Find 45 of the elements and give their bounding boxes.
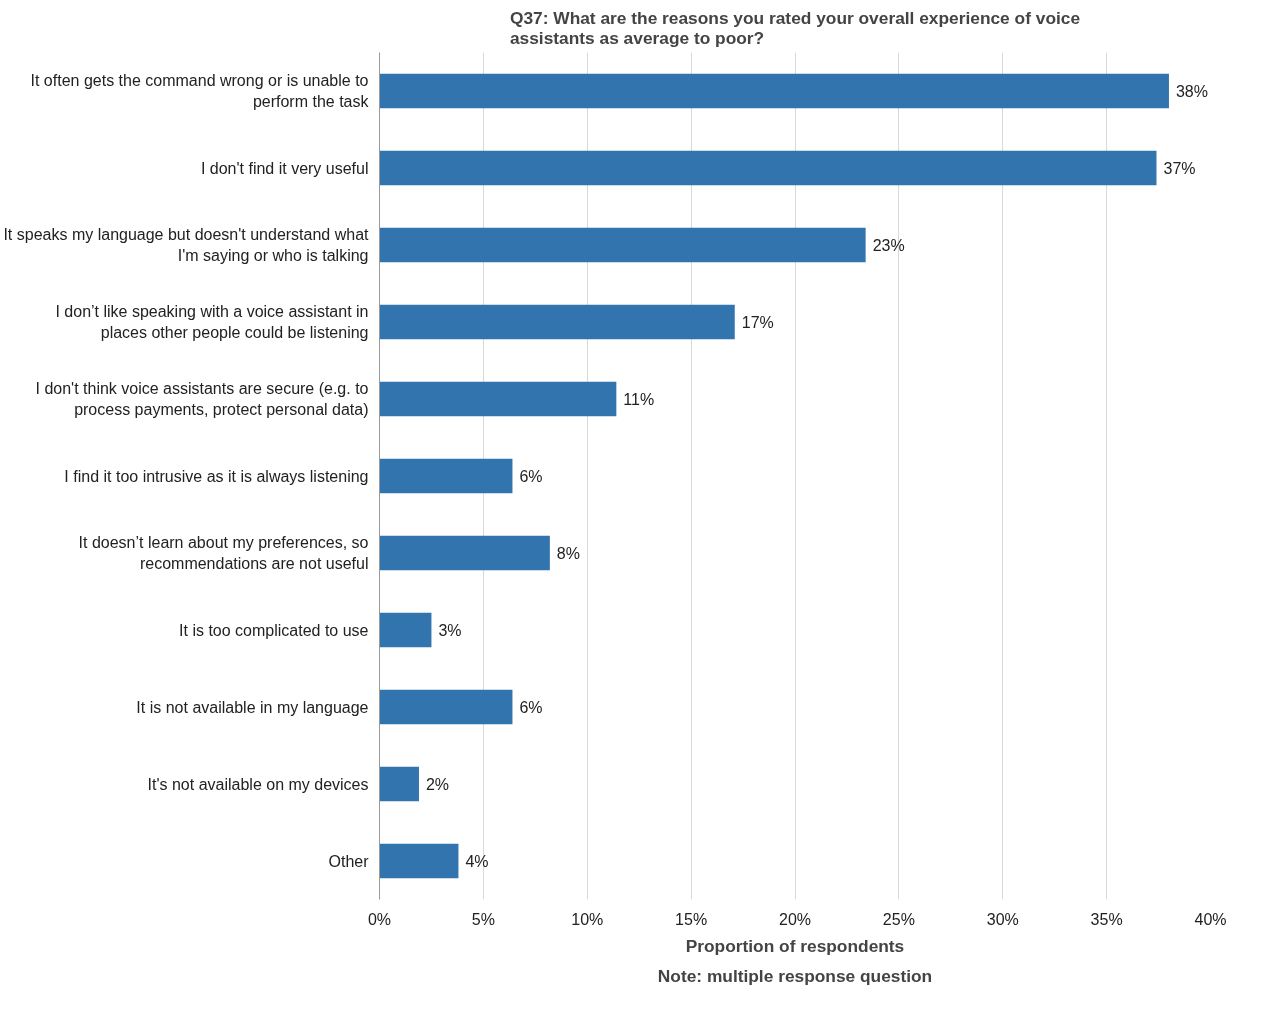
bar (379, 612, 432, 648)
bar (379, 843, 459, 879)
x-tick-label: 5% (471, 910, 495, 928)
bar (379, 689, 513, 725)
y-tick-label: I find it too intrusive as it is always listening (64, 467, 369, 485)
data-label: 23% (872, 236, 905, 254)
x-axis-title: Proportion of respondents (685, 935, 905, 956)
data-label: 17% (741, 313, 774, 331)
y-tick-label: It is not available in my language (136, 698, 369, 716)
y-tick-label: It's not available on my devices (147, 775, 369, 793)
data-label: 37% (1163, 159, 1196, 177)
data-label: 6% (519, 467, 543, 485)
x-tick-label: 25% (882, 910, 915, 928)
bar (379, 381, 617, 417)
y-tick-label: It often gets the command wrong or is unable to perform the task (30, 72, 370, 110)
y-tick-label: I don't find it very useful (200, 159, 369, 177)
data-label: 4% (465, 852, 489, 870)
bar (379, 458, 513, 494)
data-label: 3% (438, 621, 462, 639)
x-tick-label: 40% (1194, 910, 1227, 928)
x-tick-label: 0% (367, 910, 392, 928)
x-tick-label: 35% (1090, 910, 1123, 928)
data-label: 8% (556, 544, 580, 562)
text: Note: multiple response question (657, 965, 933, 986)
x-tick-label: 30% (986, 910, 1019, 928)
bar (379, 227, 866, 263)
y-tick-label: It doesn’t learn about my preferences, so recommendations are not useful (78, 534, 369, 572)
data-label: 38% (1175, 82, 1208, 100)
y-tick-label: I don’t like speaking with a voice assistant in places other people could be listening (55, 303, 369, 341)
y-tick-label: I don't think voice assistants are secure (e.g. to process payments, protect personal data) (35, 380, 369, 418)
x-tick-label: 20% (778, 910, 812, 928)
bar (379, 766, 419, 802)
bar (379, 150, 1157, 186)
data-label: 2% (425, 775, 450, 793)
bar (379, 304, 735, 340)
chart-title: Q37: What are the reasons you rated your overall experience of voice assistants as average to poor? (509, 7, 1081, 48)
data-label: 11% (623, 390, 655, 408)
data-label: 6% (519, 698, 543, 716)
y-tick-label: Other (328, 852, 370, 870)
y-tick-label: It is too complicated to use (179, 621, 369, 639)
bar (379, 73, 1169, 109)
x-tick-label: 10% (571, 910, 604, 928)
bar (379, 535, 550, 571)
x-tick-label: 15% (675, 910, 708, 928)
y-tick-label: It speaks my language but doesn't understand what I'm saying or who is talking (3, 226, 370, 264)
